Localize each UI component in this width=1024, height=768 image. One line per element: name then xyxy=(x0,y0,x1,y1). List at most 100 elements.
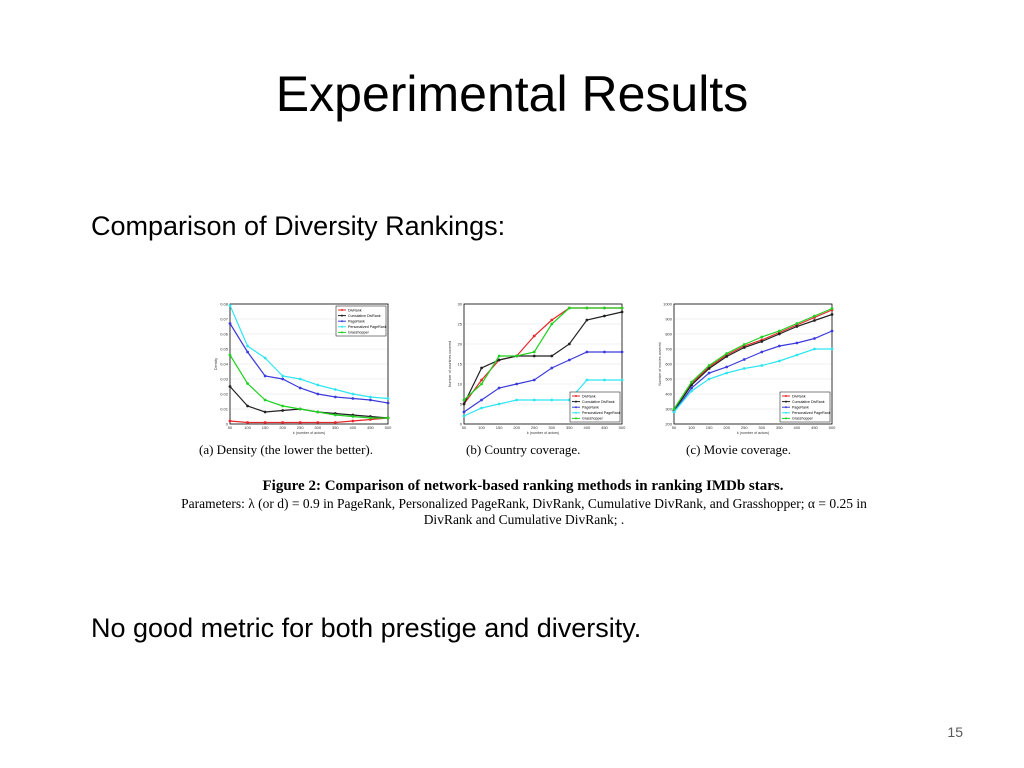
point-cumulative-divrank xyxy=(263,410,267,414)
legend-label: PageRank xyxy=(582,406,599,410)
point-pagerank xyxy=(228,322,232,325)
point-pagerank xyxy=(497,386,501,390)
y-tick-label: 0.07 xyxy=(220,317,229,322)
slide-title: Experimental Results xyxy=(275,66,749,122)
legend-marker xyxy=(341,309,343,311)
point-divrank xyxy=(263,421,267,424)
y-tick-label: 15 xyxy=(458,362,463,367)
point-pagerank xyxy=(830,329,834,333)
y-tick-label: 800 xyxy=(665,332,672,337)
point-cumulative-divrank xyxy=(742,346,746,349)
legend-marker xyxy=(341,314,343,317)
legend-marker xyxy=(575,395,577,397)
y-tick-label: 400 xyxy=(665,392,672,397)
point-cumulative-divrank xyxy=(497,358,501,362)
point-divrank xyxy=(550,318,554,322)
y-tick-label: 0.08 xyxy=(220,302,229,307)
parameters-line-1: Parameters: λ (or d) = 0.9 in PageRank, … xyxy=(181,496,867,511)
series-line-personalized-pagerank xyxy=(673,348,832,413)
point-pagerank xyxy=(725,365,729,369)
point-grasshopper xyxy=(550,322,554,326)
legend-marker xyxy=(575,406,577,409)
x-tick-label: 300 xyxy=(758,425,765,430)
point-divrank xyxy=(281,421,285,424)
caption-density: (a) Density (the lower the better). xyxy=(199,442,373,457)
x-tick-label: 450 xyxy=(811,425,818,430)
x-tick-label: 100 xyxy=(244,425,251,430)
point-cumulative-divrank xyxy=(707,367,711,370)
point-personalized-pagerank xyxy=(369,395,372,399)
x-tick-label: 500 xyxy=(829,425,836,430)
point-divrank xyxy=(532,334,536,338)
point-personalized-pagerank xyxy=(813,347,816,351)
x-tick-label: 500 xyxy=(385,425,392,430)
legend-label: Personalized PageRank xyxy=(582,411,621,415)
point-cumulative-divrank xyxy=(725,355,729,358)
y-tick-label: 200 xyxy=(665,422,672,427)
legend-marker xyxy=(575,400,577,403)
y-axis-label: Number of countries covered xyxy=(448,341,452,387)
point-pagerank xyxy=(707,371,711,375)
series-line-cumulative-divrank xyxy=(463,311,623,405)
point-pagerank xyxy=(369,398,372,402)
point-grasshopper xyxy=(369,416,372,420)
y-axis-label: Density xyxy=(214,358,218,370)
point-personalized-pagerank xyxy=(263,356,267,360)
point-cumulative-divrank xyxy=(228,385,232,388)
y-tick-label: 600 xyxy=(665,362,672,367)
legend-marker xyxy=(785,411,787,414)
point-grasshopper xyxy=(263,398,267,402)
series-line-grasshopper xyxy=(673,307,833,410)
point-divrank xyxy=(316,421,320,424)
legend-marker xyxy=(341,320,343,323)
point-pagerank xyxy=(386,401,390,405)
legend-label: PageRank xyxy=(348,320,365,324)
legend-marker xyxy=(341,331,343,334)
point-pagerank xyxy=(603,350,606,354)
point-personalized-pagerank xyxy=(351,392,355,396)
point-grasshopper xyxy=(830,307,834,310)
series-line-pagerank xyxy=(463,351,622,413)
x-tick-label: 450 xyxy=(367,425,374,430)
y-tick-label: 10 xyxy=(458,382,463,387)
legend-label: Cumulative DivRank xyxy=(582,400,615,404)
point-grasshopper xyxy=(333,413,337,417)
point-cumulative-divrank xyxy=(777,332,781,336)
y-tick-label: 30 xyxy=(458,302,463,307)
point-personalized-pagerank xyxy=(585,378,589,382)
point-pagerank xyxy=(690,386,693,390)
point-pagerank xyxy=(585,350,589,354)
figure-parameters: Parameters: λ (or d) = 0.9 in PageRank, … xyxy=(94,496,954,528)
point-personalized-pagerank xyxy=(795,353,799,357)
point-personalized-pagerank xyxy=(497,402,501,406)
x-tick-label: 150 xyxy=(496,425,503,430)
point-personalized-pagerank xyxy=(830,347,834,351)
y-tick-label: 25 xyxy=(458,322,463,327)
x-tick-label: 50 xyxy=(672,425,677,430)
figure-2: 0 0.01 0.02 0.03 0.04 0.05 0.06 0.07 0.08 50 100 15… xyxy=(88,296,958,532)
series-line-pagerank xyxy=(229,323,389,404)
y-tick-label: 300 xyxy=(665,407,672,412)
x-tick-label: 500 xyxy=(619,425,626,430)
point-grasshopper xyxy=(690,380,693,384)
legend-marker xyxy=(785,417,787,420)
point-cumulative-divrank xyxy=(585,318,589,322)
point-grasshopper xyxy=(228,353,232,357)
point-pagerank xyxy=(567,358,571,362)
point-personalized-pagerank xyxy=(281,374,285,378)
legend-label: Grasshopper xyxy=(582,417,604,421)
x-tick-label: 350 xyxy=(566,425,573,430)
point-cumulative-divrank xyxy=(550,354,554,358)
point-pagerank xyxy=(333,395,337,399)
point-cumulative-divrank xyxy=(760,340,764,343)
x-axis-label: k (number of actors) xyxy=(293,431,325,435)
point-divrank xyxy=(298,421,302,424)
plot-frame xyxy=(463,303,623,425)
point-grasshopper xyxy=(760,335,764,339)
point-personalized-pagerank xyxy=(672,410,676,414)
point-grasshopper xyxy=(567,306,571,310)
point-personalized-pagerank xyxy=(480,406,483,410)
point-grasshopper xyxy=(246,382,249,385)
point-cumulative-divrank xyxy=(795,325,799,328)
x-tick-label: 250 xyxy=(531,425,538,430)
